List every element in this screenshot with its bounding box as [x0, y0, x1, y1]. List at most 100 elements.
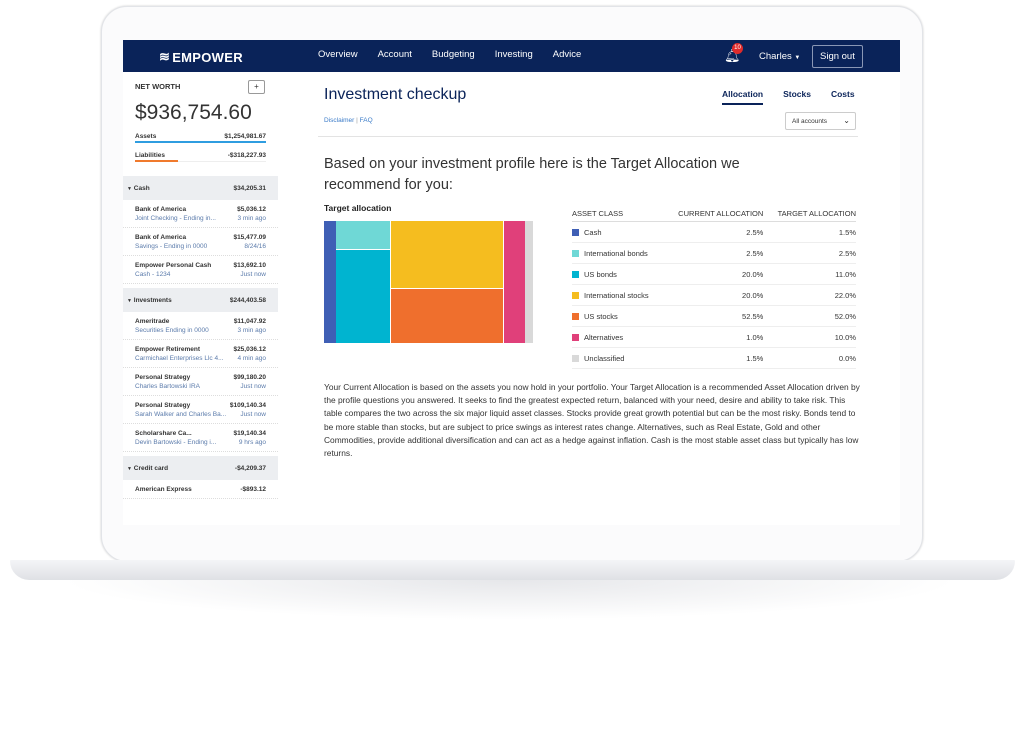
account-item[interactable]: Ameritrade $11,047.92 Securities Ending in…	[123, 312, 278, 340]
account-item[interactable]: Empower Retirement $25,036.12 Carmichael E…	[123, 340, 278, 368]
asset-class: International bonds	[584, 248, 648, 258]
account-updated: 4 min ago	[237, 355, 266, 362]
treemap-unclassified[interactable]	[525, 221, 533, 343]
current-allocation: 20.0%	[662, 263, 764, 285]
account-amount: $99,180.20	[233, 374, 266, 381]
liabilities-label: Liabilities	[135, 152, 165, 159]
current-allocation: 1.0%	[662, 326, 764, 348]
asset-class: US bonds	[584, 269, 617, 279]
col-asset-class: ASSET CLASS	[572, 207, 663, 222]
color-swatch	[572, 270, 579, 278]
account-name: Scholarshare Ca...	[135, 430, 192, 437]
group-name: Investments	[133, 296, 172, 304]
brand-logo[interactable]: ≋ EMPOWER	[159, 49, 243, 65]
account-updated: 8/24/16	[244, 243, 266, 250]
caret-down-icon: ▼	[127, 185, 132, 192]
nav-budgeting[interactable]: Budgeting	[431, 49, 475, 60]
allocation-explanation: Your Current Allocation is based on the …	[324, 382, 860, 459]
target-allocation: 10.0%	[763, 326, 856, 348]
current-allocation: 52.5%	[662, 305, 764, 327]
account-detail: Devin Bartowski - Ending i...	[135, 439, 217, 446]
asset-class: Cash	[584, 227, 602, 237]
treemap-international-stocks[interactable]	[390, 221, 503, 288]
account-name: Bank of America	[135, 206, 187, 213]
account-detail: Cash - 1234	[135, 271, 171, 278]
account-detail: Savings - Ending in 0000	[135, 243, 208, 250]
account-detail: Charles Bartowski IRA	[135, 383, 201, 390]
treemap-cash[interactable]	[324, 221, 336, 343]
nav-overview[interactable]: Overview	[318, 49, 358, 60]
account-item[interactable]: Bank of America $15,477.09 Savings - Endin…	[123, 228, 278, 256]
account-name: Empower Personal Cash	[135, 262, 212, 269]
disclaimer-link[interactable]: Disclaimer	[324, 117, 355, 124]
user-menu[interactable]: Charles ▼	[759, 51, 800, 62]
accounts-select-value: All accounts	[792, 118, 828, 125]
col-current-allocation: CURRENT ALLOCATION	[662, 207, 764, 222]
target-allocation: 52.0%	[763, 305, 856, 327]
target-allocation: 22.0%	[763, 284, 856, 306]
asset-class: Alternatives	[584, 332, 624, 342]
treemap-us-stocks[interactable]	[390, 288, 503, 343]
chevron-down-icon: ⌄	[843, 116, 850, 125]
target-allocation: 0.0%	[763, 347, 856, 369]
laptop-shadow	[60, 580, 960, 620]
account-item[interactable]: Personal Strategy $109,140.34 Sarah Walker…	[123, 396, 278, 424]
account-detail: Carmichael Enterprises Llc 4...	[135, 355, 224, 362]
account-item[interactable]: Bank of America $5,036.12 Joint Checking -…	[123, 200, 278, 228]
account-updated: 3 min ago	[237, 215, 266, 222]
account-item[interactable]: Scholarshare Ca... $19,140.34 Devin Bartow…	[123, 424, 278, 452]
group-header[interactable]: ▼ Investments $244,403.58	[123, 288, 278, 312]
table-row: Alternatives 1.0% 10.0%	[572, 326, 856, 348]
allocation-table: ASSET CLASS CURRENT ALLOCATION TARGET AL…	[572, 207, 856, 369]
add-account-button[interactable]: +	[248, 80, 265, 94]
laptop-base	[10, 560, 1015, 580]
target-allocation: 1.5%	[763, 221, 856, 243]
account-updated: Just now	[240, 411, 266, 418]
account-amount: $19,140.34	[233, 430, 266, 437]
account-amount: -$893.12	[240, 486, 266, 493]
asset-class: US stocks	[584, 311, 618, 321]
tab-allocation[interactable]: Allocation	[722, 89, 764, 105]
asset-class: Unclassified	[584, 353, 625, 363]
main-content: Investment checkup Disclaimer | FAQ Allo…	[278, 72, 900, 525]
accounts-select[interactable]: All accounts ⌄	[785, 112, 856, 130]
treemap-alternatives[interactable]	[503, 221, 525, 343]
account-item[interactable]: American Express -$893.12	[123, 480, 278, 499]
current-allocation: 2.5%	[662, 221, 764, 243]
table-row: US bonds 20.0% 11.0%	[572, 263, 856, 285]
table-row: Cash 2.5% 1.5%	[572, 221, 856, 243]
color-swatch	[572, 354, 579, 362]
group-total: $34,205.31	[233, 184, 266, 192]
table-row: Unclassified 1.5% 0.0%	[572, 347, 856, 369]
divider	[318, 136, 858, 137]
asset-class: International stocks	[584, 290, 649, 300]
assets-row[interactable]: Assets $1,254,981.67	[135, 133, 266, 143]
target-allocation-label: Target allocation	[324, 203, 392, 213]
tab-stocks[interactable]: Stocks	[783, 89, 811, 99]
target-allocation: 2.5%	[763, 242, 856, 264]
account-item[interactable]: Personal Strategy $99,180.20 Charles Barto…	[123, 368, 278, 396]
account-name: Empower Retirement	[135, 346, 201, 353]
faq-link[interactable]: FAQ	[359, 117, 373, 124]
account-name: Ameritrade	[135, 318, 170, 325]
assets-value: $1,254,981.67	[224, 133, 266, 140]
nav-investing[interactable]: Investing	[494, 49, 533, 60]
recommendation-heading: Based on your investment profile here is…	[324, 156, 740, 193]
current-allocation: 1.5%	[662, 347, 764, 369]
nav-advice[interactable]: Advice	[552, 49, 582, 60]
treemap-international-bonds[interactable]	[336, 221, 390, 249]
liabilities-row[interactable]: Liabilities -$318,227.93	[135, 152, 266, 162]
account-item[interactable]: Empower Personal Cash $13,692.10 Cash - 12…	[123, 256, 278, 284]
table-row: International bonds 2.5% 2.5%	[572, 242, 856, 264]
user-name: Charles	[759, 51, 792, 62]
sign-out-button[interactable]: Sign out	[812, 45, 863, 68]
account-detail: Sarah Walker and Charles Ba...	[135, 411, 227, 418]
account-amount: $13,692.10	[233, 262, 266, 269]
color-swatch	[572, 333, 579, 341]
group-header[interactable]: ▼ Cash $34,205.31	[123, 176, 278, 200]
group-header[interactable]: ▼ Credit card -$4,209.37	[123, 456, 278, 480]
tab-costs[interactable]: Costs	[830, 89, 855, 99]
assets-label: Assets	[135, 133, 157, 140]
treemap-us-bonds[interactable]	[336, 249, 390, 343]
nav-account[interactable]: Account	[377, 49, 412, 60]
